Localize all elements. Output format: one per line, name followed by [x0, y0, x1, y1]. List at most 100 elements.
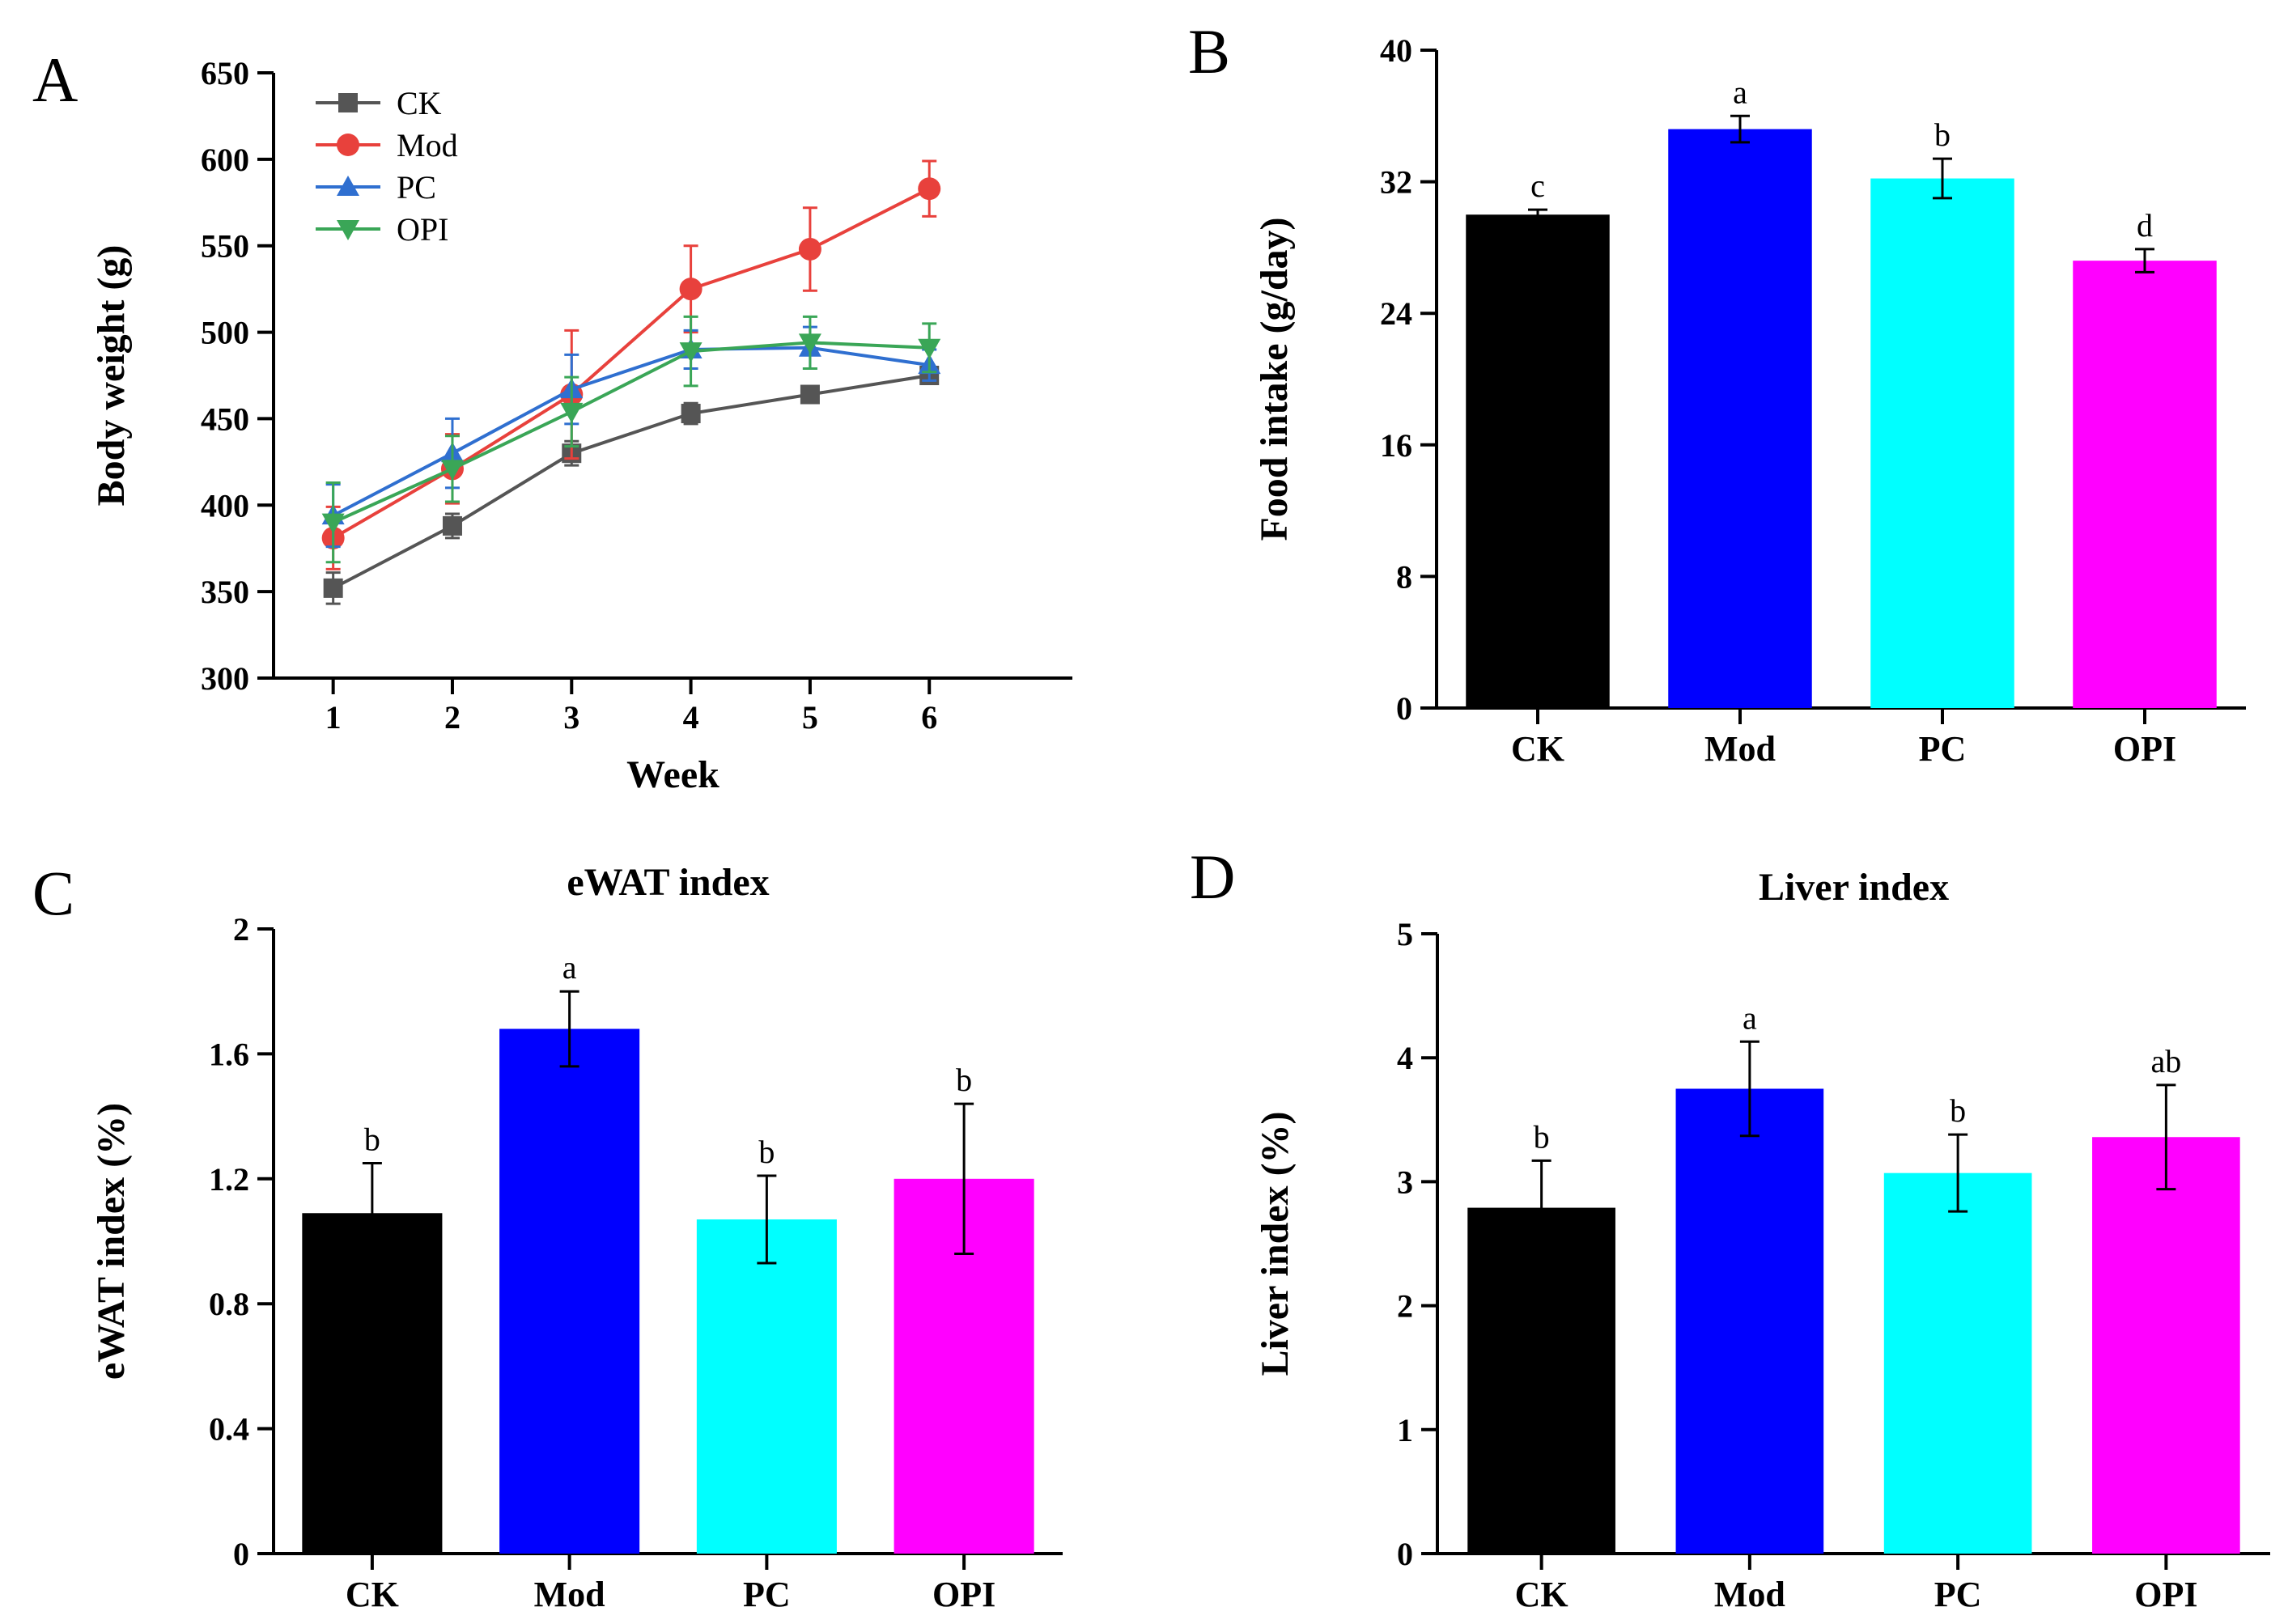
series-mod-point	[798, 237, 821, 261]
panel-d-mod-significance-label: a	[1743, 999, 1757, 1036]
panel-d-opi-x-tick-label: OPI	[2134, 1575, 2197, 1614]
panel-a-y-axis-title: Body weight (g)	[90, 245, 133, 507]
panel-b-letter: B	[1188, 16, 1230, 87]
panel-d-y-tick-label: 1	[1397, 1412, 1413, 1448]
panel-d-pc-x-tick-label: PC	[1934, 1575, 1982, 1614]
panel-d-ck-bar	[1467, 1207, 1615, 1554]
panel-b-ck-bar	[1466, 214, 1610, 708]
panel-a-y-tick-label: 650	[201, 55, 249, 91]
series-mod-point	[679, 278, 703, 301]
panel-b-mod-significance-label: a	[1733, 74, 1747, 110]
panel-a-x-tick-label: 6	[921, 699, 937, 736]
panel-a-y-tick-label: 400	[201, 487, 249, 524]
panel-c-y-tick-label: 0.8	[209, 1286, 249, 1322]
series-ck-point	[323, 578, 343, 598]
series-mod-point	[918, 177, 941, 201]
panel-a-y-tick-label: 450	[201, 401, 249, 437]
legend-series-pc-label: PC	[397, 169, 436, 206]
series-ck-point	[442, 515, 462, 536]
panel-c-ck-x-tick-label: CK	[346, 1575, 399, 1614]
panel-b-y-axis-title: Food intake (g/day)	[1253, 217, 1296, 541]
panel-c-letter: C	[32, 858, 74, 928]
series-opi-point	[798, 333, 821, 354]
panel-d-y-tick-label: 0	[1397, 1536, 1413, 1572]
panel-b-y-tick-label: 0	[1396, 690, 1412, 727]
panel-a-y-tick-label: 500	[201, 315, 249, 351]
panel-a-x-tick-label: 4	[683, 699, 699, 736]
panel-d-mod-x-tick-label: Mod	[1714, 1575, 1785, 1614]
panel-c-y-tick-label: 0.4	[209, 1411, 249, 1448]
panel-a-x-tick-label: 5	[802, 699, 818, 736]
panel-a-y-tick-label: 550	[201, 228, 249, 265]
panel-b-y-tick-label: 40	[1380, 32, 1412, 69]
series-ck-point	[681, 404, 701, 424]
legend-series-opi-label: OPI	[397, 211, 448, 248]
panel-c-opi-significance-label: b	[956, 1062, 972, 1098]
series-pc-line	[332, 346, 930, 517]
series-opi-point	[440, 460, 464, 481]
series-opi-point	[679, 342, 703, 363]
panel-c-opi-x-tick-label: OPI	[932, 1575, 995, 1614]
panel-a-x-axis-title: Week	[626, 753, 720, 796]
panel-d-ck-x-tick-label: CK	[1515, 1575, 1568, 1614]
panel-b-y-tick-label: 8	[1396, 558, 1412, 595]
panel-b-y-tick-label: 24	[1380, 295, 1412, 332]
panel-b-mod-bar	[1668, 129, 1812, 708]
panel-b-opi-bar	[2073, 261, 2217, 708]
panel-a-y-tick-label: 600	[201, 142, 249, 178]
panel-d-letter: D	[1190, 842, 1235, 912]
panel-c-mod-bar	[499, 1028, 640, 1554]
panel-d-mod-bar	[1675, 1088, 1824, 1554]
panel-d-ck-significance-label: b	[1534, 1118, 1550, 1155]
panel-d-y-tick-label: 4	[1397, 1040, 1413, 1076]
legend-series-ck-label: CK	[397, 85, 442, 121]
panel-b-pc-significance-label: b	[1934, 117, 1951, 153]
panel-d-y-axis-title: Liver index (%)	[1254, 1111, 1297, 1376]
series-mod-line	[332, 187, 931, 540]
legend-series-ck-marker	[338, 93, 358, 112]
panel-c-y-tick-label: 2	[233, 911, 249, 948]
legend-series-opi-marker	[337, 220, 359, 240]
panel-a-y-tick-label: 350	[201, 574, 249, 610]
series-ck-line	[332, 374, 930, 590]
panel-c-y-tick-label: 1.2	[209, 1161, 249, 1198]
panel-c-pc-significance-label: b	[758, 1134, 775, 1170]
panel-d-opi-bar	[2092, 1137, 2240, 1554]
legend-series-mod-marker	[337, 134, 359, 156]
panel-c-ck-bar	[302, 1213, 443, 1554]
panel-b-ck-significance-label: c	[1530, 167, 1545, 204]
legend-series-mod-label: Mod	[397, 127, 458, 163]
panel-d-y-tick-label: 3	[1397, 1164, 1413, 1200]
legend-series-pc-marker	[337, 176, 359, 196]
panel-c-y-tick-label: 1.6	[209, 1036, 249, 1072]
panel-b-y-tick-label: 32	[1380, 164, 1412, 201]
series-opi-line	[332, 341, 930, 524]
panel-b-y-tick-label: 16	[1380, 427, 1412, 464]
panel-c-mod-x-tick-label: Mod	[534, 1575, 605, 1614]
panel-c-y-tick-label: 0	[233, 1536, 249, 1572]
panel-c-pc-x-tick-label: PC	[743, 1575, 791, 1614]
series-opi-point	[321, 513, 345, 534]
panel-b-pc-x-tick-label: PC	[1919, 729, 1967, 769]
panel-a-letter: A	[32, 45, 78, 115]
series-opi-point	[560, 402, 584, 423]
panel-b-mod-x-tick-label: Mod	[1704, 729, 1776, 769]
panel-d-opi-significance-label: ab	[2150, 1043, 2181, 1079]
panel-a-x-tick-label: 1	[325, 699, 342, 736]
panel-a-x-tick-label: 3	[563, 699, 579, 736]
panel-c-y-axis-title: eWAT index (%)	[90, 1103, 133, 1380]
panel-d-pc-significance-label: b	[1950, 1092, 1966, 1129]
panel-c-mod-significance-label: a	[562, 949, 577, 986]
series-opi-point	[918, 338, 941, 359]
panel-b-opi-x-tick-label: OPI	[2113, 729, 2176, 769]
panel-d-pc-bar	[1883, 1172, 2032, 1554]
panel-d-title: Liver index	[1759, 866, 1949, 909]
panel-a-x-tick-label: 2	[444, 699, 461, 736]
panel-b-ck-x-tick-label: CK	[1511, 729, 1564, 769]
panel-a-y-tick-label: 300	[201, 660, 249, 697]
panel-c-pc-bar	[696, 1219, 837, 1554]
panel-c-title: eWAT index	[567, 861, 769, 904]
panel-c-ck-significance-label: b	[364, 1122, 380, 1158]
series-ck-point	[800, 384, 820, 405]
